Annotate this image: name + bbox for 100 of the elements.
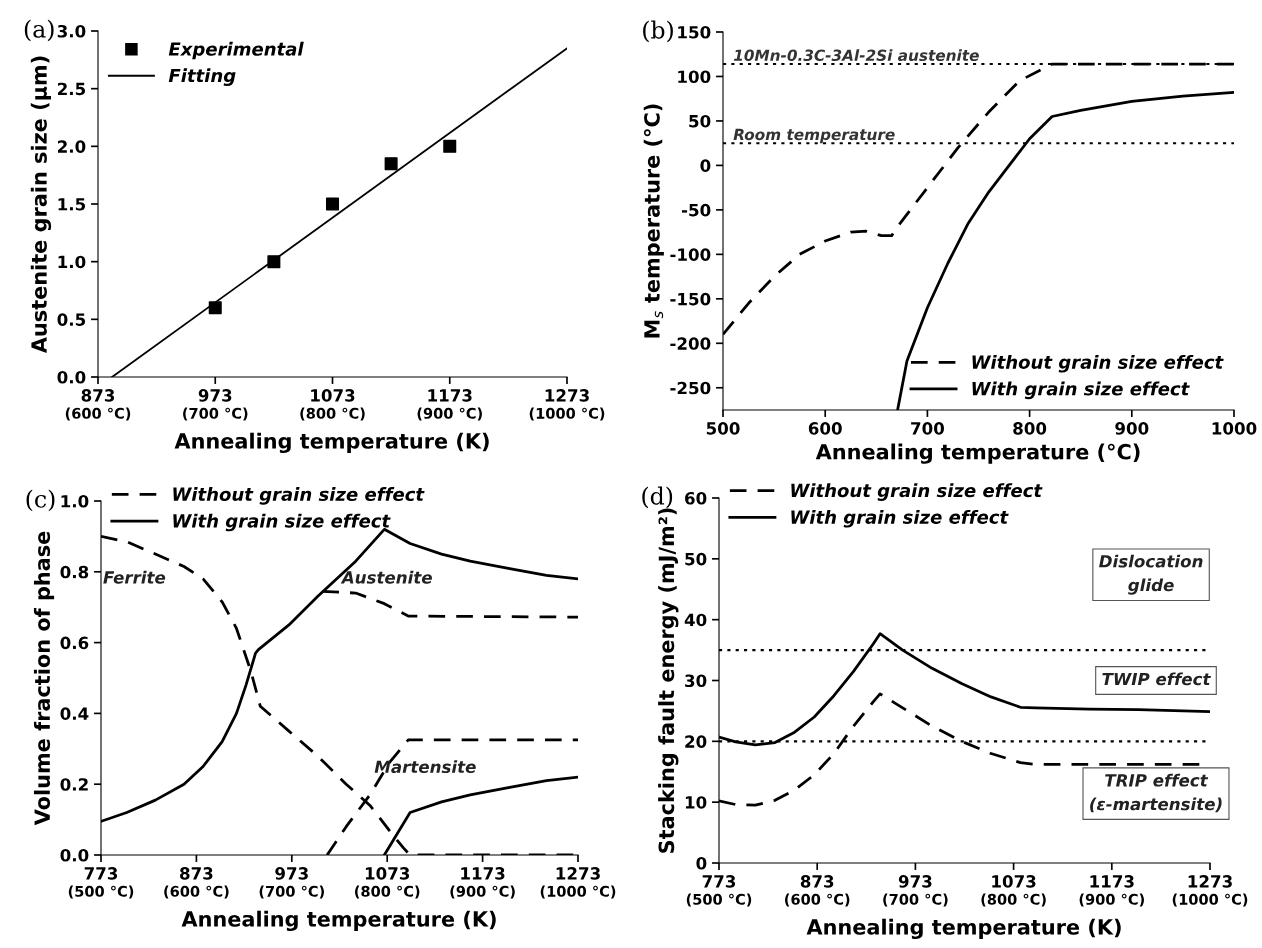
y-tick-label: 1.0 — [58, 255, 86, 269]
legend-label: Without grain size effect — [972, 354, 1224, 373]
x2-tick-label: (600 °C) — [164, 885, 229, 899]
annotation: Ferrite — [103, 570, 166, 584]
legend-label: Fitting — [168, 68, 236, 86]
y-axis-title: Austenite grain size (μm) — [30, 56, 52, 354]
x2-tick-label: (700 °C) — [183, 407, 248, 421]
x-tick-label: 973 — [198, 389, 232, 402]
x-tick-label: 600 — [808, 422, 842, 435]
y-tick-label: 3.0 — [57, 24, 86, 38]
point — [267, 255, 281, 269]
y-tick-label: 20 — [685, 735, 707, 748]
y-tick-label: -50 — [681, 203, 711, 217]
x-axis-title: Annealing temperature (K) — [174, 432, 489, 454]
y-tick-label: 0 — [700, 159, 711, 172]
x-tick-label: 773 — [702, 875, 736, 888]
point — [208, 301, 222, 315]
x-tick-label: 1173 — [1090, 875, 1134, 888]
x-tick-label: 873 — [180, 867, 213, 880]
x-tick-label: 873 — [800, 875, 834, 888]
y-tick-label: 30 — [685, 674, 707, 688]
y-tick-label: 0.0 — [60, 848, 89, 862]
x2-tick-label: (800 °C) — [981, 893, 1046, 907]
y-tick-label: 150 — [678, 25, 711, 39]
legend-label: With grain size effect — [173, 513, 391, 532]
y-tick-label: -150 — [670, 292, 711, 306]
x-tick-label: 700 — [911, 422, 944, 435]
y-tick-label: 2.5 — [57, 82, 86, 96]
x-tick-label: 1273 — [1188, 875, 1232, 888]
y-tick-label: 1.0 — [61, 494, 89, 508]
y-tick-label: 0.2 — [60, 778, 88, 791]
x2-tick-label: (600 °C) — [65, 407, 131, 421]
annotation: TWIP effect — [1102, 672, 1211, 686]
y-tick-label: 40 — [684, 613, 707, 627]
y-tick-label: 0.4 — [60, 707, 89, 720]
x-tick-label: 773 — [84, 867, 118, 880]
y-tick-label: 0.0 — [57, 370, 86, 384]
x-tick-label: 800 — [1013, 422, 1047, 435]
y-tick-label: 1.5 — [58, 198, 86, 211]
legend-label: With grain size effect — [791, 509, 1009, 528]
x-tick-label: 1173 — [428, 389, 472, 402]
y-tick-label: -100 — [670, 248, 711, 261]
x2-tick-label: (900 °C) — [450, 885, 515, 899]
y-tick-label: 0 — [696, 856, 707, 870]
x2-tick-label: (1000 °C) — [1172, 893, 1248, 907]
x2-tick-label: (1000 °C) — [540, 885, 616, 899]
y-tick-label: -250 — [670, 381, 711, 395]
y-tick-label: 0.6 — [60, 636, 89, 650]
x-tick-label: 1173 — [461, 867, 505, 880]
y-tick-label: 10 — [685, 796, 707, 809]
x-tick-label: 1073 — [992, 875, 1036, 888]
annotation: Martensite — [374, 760, 476, 774]
x2-tick-label: (600 °C) — [785, 893, 850, 907]
x-axis-title: Annealing temperature (K) — [181, 910, 496, 932]
x2-tick-label: (700 °C) — [883, 893, 948, 907]
annotation: Austenite — [340, 570, 432, 584]
y-axis-title: Stacking fault energy (mJ/m²) — [658, 508, 679, 853]
x-tick-label: 900 — [1115, 422, 1149, 435]
x2-tick-label: (900 °C) — [1079, 893, 1144, 907]
x-tick-label: 873 — [81, 389, 115, 402]
x2-tick-label: (500 °C) — [68, 885, 134, 899]
chart-title: (c) — [26, 489, 55, 512]
x-tick-label: 973 — [275, 867, 308, 880]
x2-tick-label: (500 °C) — [686, 893, 752, 907]
chart-title: (b) — [643, 20, 673, 43]
y-tick-label: 50 — [685, 552, 707, 566]
x-axis-title: Annealing temperature (°C) — [815, 443, 1140, 464]
y-tick-label: 100 — [678, 70, 711, 84]
legend-label: Without grain size effect — [791, 483, 1043, 501]
y-axis-title: Volume fraction of phase — [33, 531, 55, 826]
y-tick-label: 2.0 — [57, 140, 86, 153]
ref-line-label: Room temperature — [733, 128, 895, 144]
point — [384, 157, 398, 171]
x2-tick-label: (800 °C) — [355, 885, 420, 899]
x-tick-label: 1073 — [311, 389, 355, 402]
x-axis-title: Annealing temperature (K) — [806, 918, 1121, 940]
chart-title: (d) — [642, 486, 673, 509]
legend-label: Without grain size effect — [173, 487, 425, 505]
x-tick-label: 1273 — [556, 867, 600, 880]
x-tick-label: 973 — [898, 875, 932, 888]
x2-tick-label: (900 °C) — [417, 407, 482, 421]
x-tick-label: 1273 — [545, 389, 589, 402]
x2-tick-label: (700 °C) — [259, 885, 324, 899]
x-tick-label: 500 — [706, 422, 740, 435]
chart-title: (a) — [24, 19, 54, 42]
x-tick-label: 1073 — [365, 867, 410, 880]
legend-label: With grain size effect — [972, 381, 1190, 400]
annotation: TRIP effect (ε-martensite) — [1090, 773, 1222, 813]
point — [325, 197, 340, 211]
point — [443, 139, 457, 153]
y-tick-label: 0.5 — [57, 313, 86, 326]
y-tick-label: 60 — [685, 491, 707, 505]
x2-tick-label: (1000 °C) — [529, 407, 605, 421]
y-tick-label: 0.8 — [60, 565, 89, 579]
y-tick-label: -200 — [670, 337, 711, 350]
x2-tick-label: (800 °C) — [300, 407, 365, 421]
y-axis-title: M$_{s}$ temperature (°C) — [643, 104, 664, 338]
y-tick-label: 50 — [689, 114, 711, 128]
ref-line-label: 10Mn-0.3C-3Al-2Si austenite — [733, 49, 979, 62]
legend-label: Experimental — [168, 41, 304, 60]
